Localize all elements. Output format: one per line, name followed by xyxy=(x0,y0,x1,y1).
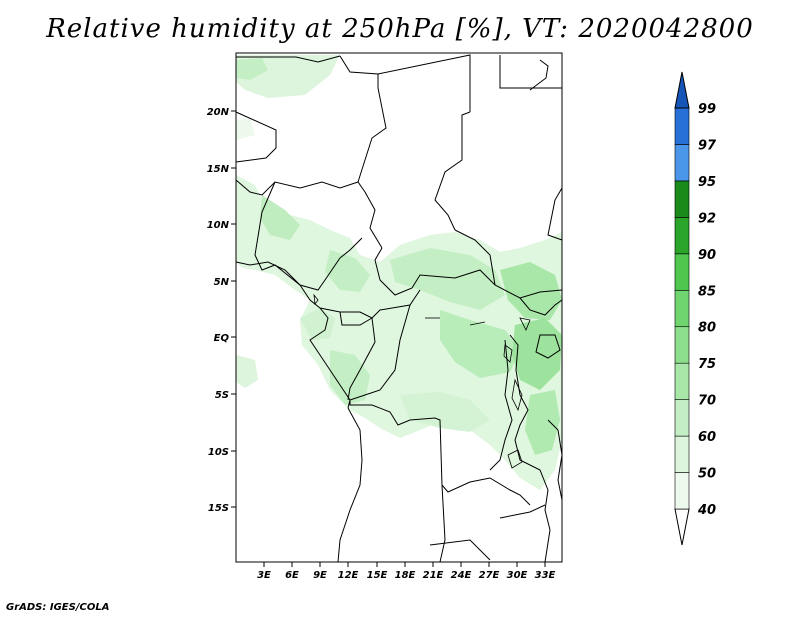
lon-label: 12E xyxy=(338,570,359,581)
footer-credit: GrADS: IGES/COLA xyxy=(6,602,110,613)
colorbar-label: 95 xyxy=(698,175,716,190)
colorbar-segment xyxy=(674,435,690,473)
colorbar-label: 99 xyxy=(698,102,716,117)
colorbar-segment xyxy=(674,399,690,437)
axis-ticks xyxy=(231,110,546,567)
lat-label: 10N xyxy=(207,220,230,231)
colorbar-label: 80 xyxy=(698,321,716,336)
humidity-shading xyxy=(236,55,562,490)
colorbar-segment xyxy=(674,472,690,510)
chart-title: Relative humidity at 250hPa [%], VT: 202… xyxy=(46,14,754,44)
lat-label: EQ xyxy=(214,333,230,344)
colorbar-label: 90 xyxy=(698,248,716,263)
colorbar-lower-arrow xyxy=(674,508,690,546)
country-borders xyxy=(235,54,563,563)
lakes xyxy=(313,293,531,469)
lat-label: 10S xyxy=(208,447,229,458)
lat-label: 15N xyxy=(207,164,230,175)
colorbar-segment xyxy=(674,107,690,145)
lat-label: 5N xyxy=(214,277,230,288)
lon-label: 30E xyxy=(507,570,528,581)
colorbar-segment xyxy=(674,289,690,328)
map-frame xyxy=(235,52,563,563)
lat-label: 5S xyxy=(215,390,229,401)
colorbar-label: 75 xyxy=(698,357,716,372)
lat-label: 15S xyxy=(208,503,229,514)
colorbar-segment xyxy=(674,217,690,255)
colorbar-upper-arrow xyxy=(674,71,690,109)
colorbar-segment xyxy=(674,180,690,218)
lon-label: 18E xyxy=(395,570,416,581)
colorbar-label: 97 xyxy=(698,138,717,153)
colorbar-segment xyxy=(674,144,690,182)
lon-label: 6E xyxy=(285,570,299,581)
colorbar-label: 85 xyxy=(698,284,716,299)
colorbar-label: 92 xyxy=(698,211,716,226)
lon-label: 3E xyxy=(257,570,271,581)
colorbar-segment xyxy=(674,326,690,364)
colorbar-label: 50 xyxy=(698,467,716,482)
lat-label: 20N xyxy=(207,107,230,118)
colorbar-segment xyxy=(674,362,690,400)
lon-label: 15E xyxy=(367,570,388,581)
lon-label: 27E xyxy=(479,570,500,581)
lon-label: 21E xyxy=(423,570,444,581)
colorbar: 40 50 60 70 75 80 85 90 92 95 97 99 xyxy=(674,71,717,546)
colorbar-label: 60 xyxy=(698,430,716,445)
lon-label: 9E xyxy=(313,570,327,581)
colorbar-label: 70 xyxy=(698,394,716,409)
lon-label: 33E xyxy=(535,570,556,581)
colorbar-segment xyxy=(674,253,690,291)
lon-label: 24E xyxy=(451,570,472,581)
colorbar-label: 40 xyxy=(697,503,716,518)
